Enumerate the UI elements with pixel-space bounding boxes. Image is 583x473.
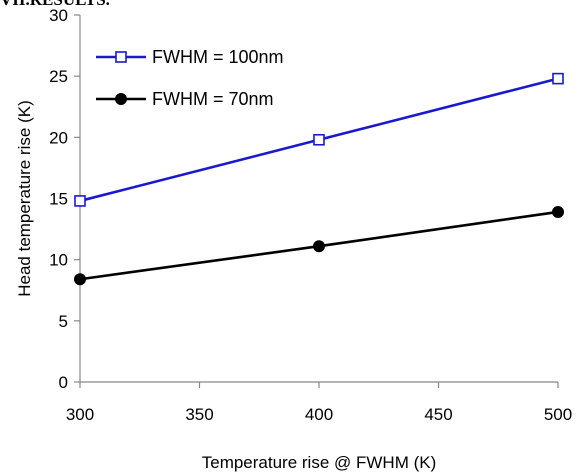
series-1 [74,72,564,207]
x-tick-label: 300 [66,405,94,424]
axes [79,15,558,383]
x-axis-ticks: 300 350 400 450 500 [66,382,572,424]
x-tick-label: 400 [305,405,333,424]
series-group [74,72,564,286]
y-tick-label: 0 [59,373,68,392]
x-tick-label: 500 [544,405,572,424]
data-point [552,72,564,85]
data-point [313,240,325,253]
y-axis-title: Head temperature rise (K) [15,100,34,297]
x-tick-label: 350 [185,405,213,424]
y-tick-label: 5 [59,312,68,331]
data-point [313,133,325,146]
x-tick-label: 450 [424,405,452,424]
x-axis-title: Temperature rise @ FWHM (K) [202,453,437,472]
legend-label: FWHM = 100nm [152,47,284,67]
data-point [74,195,86,207]
legend-label: FWHM = 70nm [152,89,274,109]
data-point [74,273,86,286]
series-2 [74,205,564,286]
legend-item: FWHM = 70nm [96,89,274,109]
y-tick-label: 15 [49,190,68,209]
legend-item: FWHM = 100nm [96,47,284,67]
legend-marker [115,93,127,105]
y-tick-label: 30 [49,6,68,25]
data-point [552,205,564,218]
clipped-heading-fragment: VII.RESULTS. [0,0,260,12]
y-axis-ticks: 0 5 10 15 20 25 30 [49,6,80,392]
y-tick-label: 25 [49,67,68,86]
y-tick-label: 20 [49,128,68,147]
y-tick-label: 10 [49,251,68,270]
legend-marker [115,51,127,63]
legend: FWHM = 100nm FWHM = 70nm [96,47,284,109]
